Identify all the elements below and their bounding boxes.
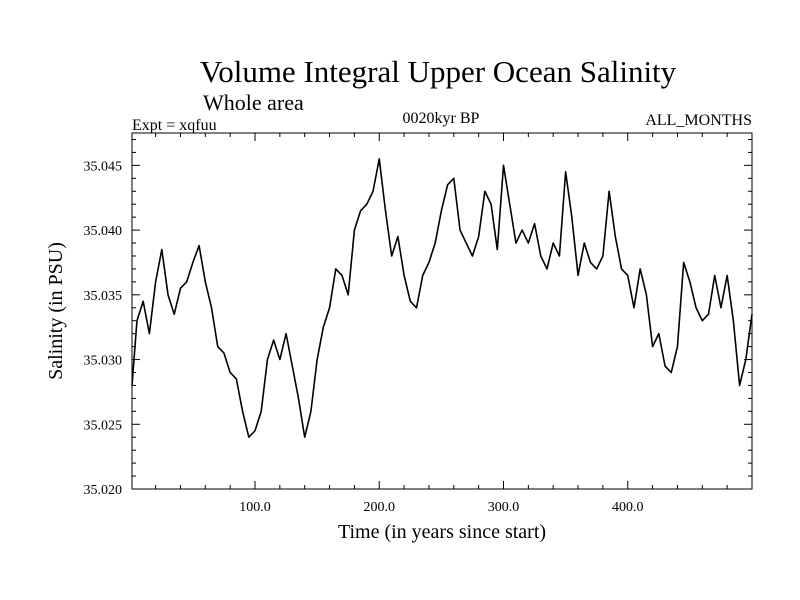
x-tick-label: 100.0 [239,500,271,515]
y-tick-label: 35.035 [84,289,123,304]
y-axis: 35.020 35.025 35.030 35.035 35.040 35.045 [84,138,752,498]
y-tick-label: 35.030 [84,354,123,369]
y-axis-label: Salinity (in PSU) [45,242,67,380]
y-tick-label: 35.025 [84,418,123,433]
chart-subtitle: Whole area [203,90,304,115]
y-tick-label: 35.045 [84,159,123,174]
y-tick-label: 35.040 [84,224,123,239]
period-label: 0020kyr BP [403,110,480,127]
x-axis-label: Time (in years since start) [338,521,546,543]
x-tick-label: 400.0 [612,500,644,515]
x-axis: 100.0 200.0 300.0 400.0 [155,133,728,515]
expt-label: Expt = xqfuu [132,117,217,134]
series-line-salinity [131,158,753,439]
chart-title: Volume Integral Upper Ocean Salinity [200,54,677,89]
x-tick-label: 300.0 [488,500,520,515]
months-label: ALL_MONTHS [645,112,752,129]
x-tick-label: 200.0 [364,500,396,515]
y-tick-label: 35.020 [84,483,123,498]
plot-frame [131,132,753,490]
